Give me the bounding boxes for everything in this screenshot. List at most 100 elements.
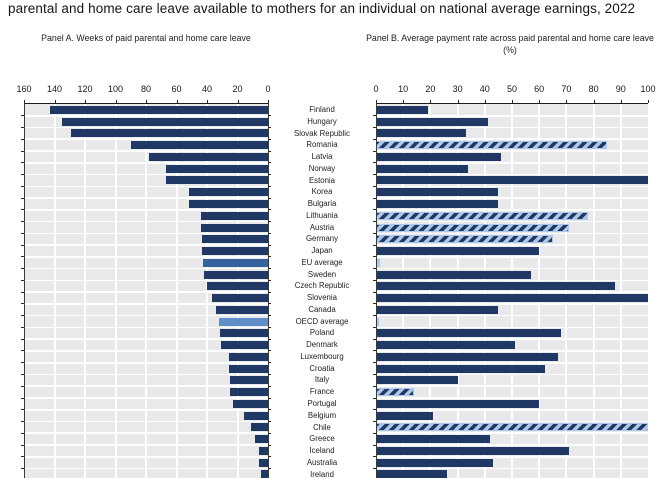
axis-tick: [593, 100, 595, 103]
axis-tick-label: 80: [140, 84, 152, 94]
gridline: [114, 104, 117, 478]
panel-b-bar: [376, 411, 434, 420]
panel-a-row-tick: [21, 127, 24, 129]
country-label: Germany: [305, 234, 339, 244]
gridline: [565, 104, 568, 478]
panel-b-bar: [376, 305, 499, 314]
row-separator: [376, 420, 648, 423]
panel-a-bar: [149, 152, 268, 161]
panel-b-bar: [376, 329, 561, 338]
country-label: Luxembourg: [300, 351, 344, 361]
row-separator: [24, 420, 268, 423]
gridline: [145, 104, 147, 478]
panel-b-plot-area: [376, 104, 648, 478]
row-separator: [376, 444, 648, 446]
panel-b-row-tick: [373, 197, 376, 199]
panel-a-row-tick: [21, 338, 24, 340]
panel-a-bar: [165, 164, 268, 173]
panel-b-bar: [376, 129, 466, 138]
country-label: Iceland: [309, 446, 335, 456]
panel-b-row-tick: [373, 127, 376, 129]
panel-b-bar: [376, 294, 648, 303]
axis-tick-label: 60: [171, 84, 182, 94]
panel-b-bar: [376, 117, 488, 126]
row-separator: [376, 114, 648, 117]
country-label: Slovenia: [307, 293, 337, 303]
row-separator: [376, 279, 648, 282]
panel-b-bar: [376, 341, 515, 350]
panel-a-row-tick: [21, 385, 24, 387]
country-label: Canada: [308, 304, 336, 314]
panel-b-row-tick: [373, 244, 376, 246]
gridline: [538, 104, 541, 478]
panel-b-bar-hatched: [376, 423, 648, 432]
panel-b-row-tick: [373, 350, 376, 352]
row-separator: [24, 467, 268, 470]
panel-a-row-tick: [268, 362, 271, 364]
panel-b-bar: [376, 176, 648, 185]
panel-a-bar: [203, 270, 268, 279]
row-separator: [24, 291, 268, 293]
panel-a-bar: [258, 458, 268, 467]
panel-a-bar: [229, 364, 268, 373]
gridline: [402, 104, 405, 478]
panel-b-bar-hatched: [376, 141, 608, 150]
panel-a-bar: [188, 188, 268, 197]
panel-a-row-tick: [21, 409, 24, 411]
panel-a-top-axis: [24, 103, 269, 104]
panel-a-row-tick: [21, 221, 24, 223]
axis-tick-label: 90: [615, 84, 626, 94]
panel-b-row-tick: [373, 291, 376, 293]
row-separator: [24, 244, 268, 246]
panel-a-row-tick: [268, 244, 271, 246]
row-separator: [376, 408, 648, 411]
row-separator: [24, 444, 268, 446]
panel-a-row-tick: [21, 268, 24, 270]
row-separator: [376, 338, 648, 340]
country-label: Norway: [308, 163, 336, 173]
panel-b-row-tick: [373, 338, 376, 340]
panel-a-bar: [165, 176, 268, 185]
axis-tick: [566, 100, 568, 103]
gridline: [456, 104, 459, 478]
panel-a-row-tick: [21, 138, 24, 140]
panel-b-bar: [376, 199, 499, 208]
panel-b-row-tick: [373, 432, 376, 434]
axis-tick-label: 20: [425, 84, 436, 94]
panel-b-row-tick: [373, 409, 376, 411]
panel-a-row-tick: [21, 291, 24, 293]
panel-a-row-tick: [268, 279, 271, 281]
country-label: Austria: [309, 222, 335, 232]
axis-tick-label: 100: [107, 84, 124, 94]
axis-tick-label: 120: [77, 84, 93, 94]
panel-a-row-tick: [21, 279, 24, 281]
panel-a-row-tick: [268, 197, 271, 199]
gridline: [53, 104, 56, 478]
row-separator: [24, 326, 268, 329]
panel-a-row-tick: [268, 385, 271, 387]
panel-a-bar: [258, 446, 268, 455]
panel-b-left-spine: [376, 103, 377, 478]
panel-a-bar: [202, 235, 268, 244]
country-label: Latvia: [311, 152, 333, 162]
row-separator: [376, 373, 648, 376]
axis-tick-label: 50: [506, 84, 518, 94]
panel-a-row-tick: [21, 315, 24, 317]
row-separator: [24, 279, 268, 282]
gridline: [483, 104, 486, 478]
axis-tick-label: 0: [265, 84, 271, 94]
panel-a-bar: [243, 411, 268, 420]
row-separator: [24, 114, 268, 117]
row-separator: [24, 303, 268, 305]
row-separator: [24, 232, 268, 235]
row-separator: [376, 326, 648, 329]
panel-a-bar: [207, 282, 268, 291]
panel-a-caption: Panel A. Weeks of paid parental and home…: [41, 33, 251, 43]
row-separator: [24, 197, 268, 199]
panel-a-row-tick: [268, 162, 271, 164]
panel-b-row-tick: [373, 279, 376, 281]
gridline: [175, 104, 178, 478]
panel-a-bar: [219, 317, 268, 326]
country-label: Romania: [306, 140, 338, 150]
panel-b-row-tick: [373, 209, 376, 211]
